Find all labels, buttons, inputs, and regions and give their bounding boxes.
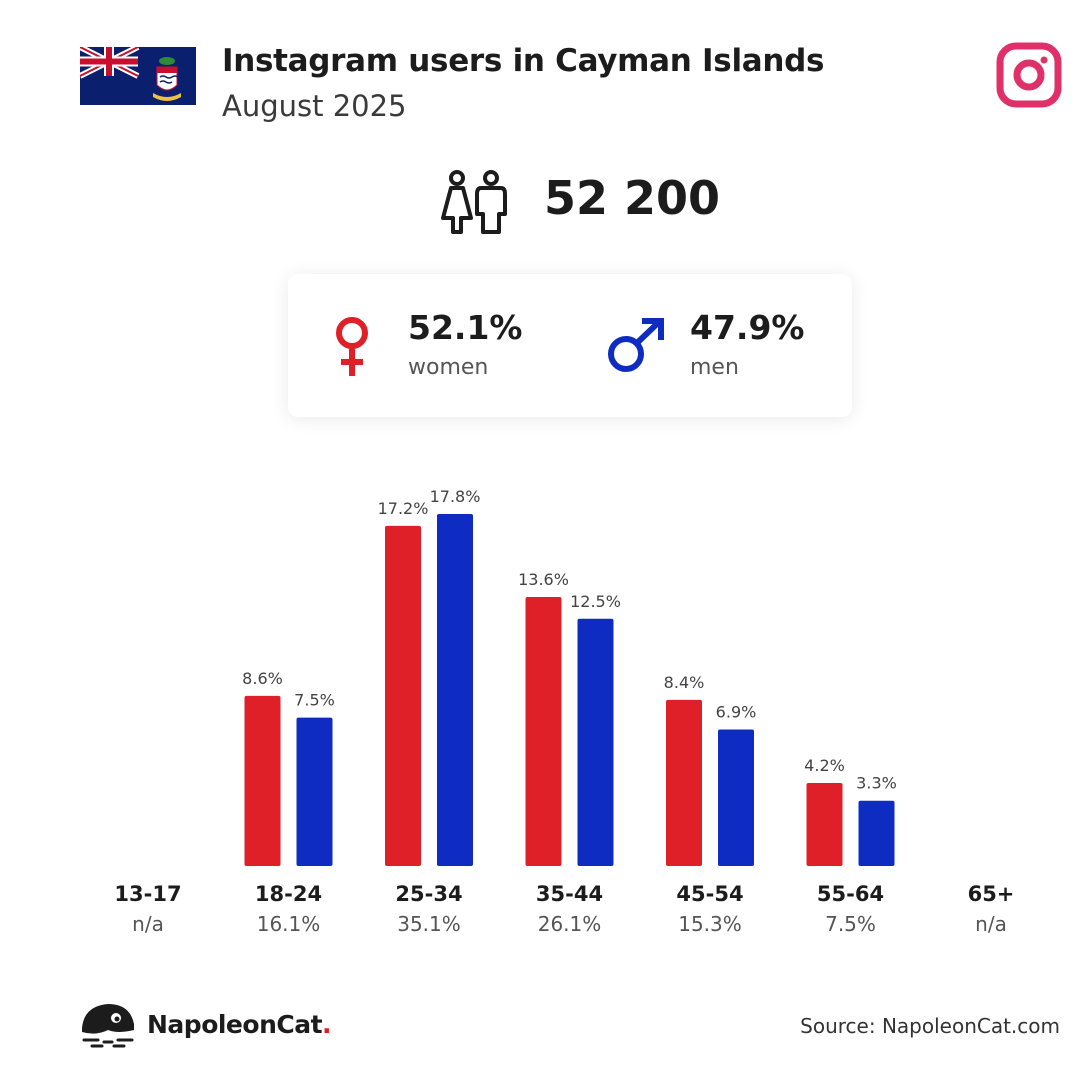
women-percentage: 52.1% bbox=[408, 308, 523, 347]
bar-value-label: 12.5% bbox=[570, 592, 621, 611]
category-25-34: 25-34 35.1% bbox=[359, 882, 499, 936]
category-total: 35.1% bbox=[397, 912, 461, 936]
category-total: 26.1% bbox=[537, 912, 602, 936]
bar-value-label: 8.6% bbox=[242, 669, 283, 688]
brand-name: NapoleonCat. bbox=[147, 1010, 332, 1039]
category-total: 7.5% bbox=[825, 912, 876, 936]
bar-25-34-women bbox=[385, 525, 421, 866]
category-total: 15.3% bbox=[678, 912, 742, 936]
male-symbol-icon bbox=[604, 316, 666, 376]
men-percentage: 47.9% bbox=[690, 308, 805, 347]
chart-plot-area: 8.6% 7.5% 17.2%17.8% 13.6%12.5% 8.4% 6.9% 4.2%… bbox=[242, 487, 897, 866]
bar-25-34-men bbox=[437, 514, 473, 866]
female-symbol-icon bbox=[332, 316, 372, 378]
category-55-64: 55-64 7.5% bbox=[781, 882, 921, 936]
bar-value-label: 7.5% bbox=[294, 691, 335, 710]
category-65+: 65+ n/a bbox=[921, 882, 1061, 936]
bar-55-64-women bbox=[806, 782, 843, 866]
age-gender-bar-chart: 8.6% 7.5% 17.2% 17.8% 13.6% 12.5% 8.4% 6.9% 4.2%… bbox=[0, 470, 1080, 950]
gender-card bbox=[288, 274, 852, 417]
bar-35-44-women bbox=[525, 597, 562, 866]
men-label: men bbox=[690, 355, 739, 380]
bar-35-44-men bbox=[577, 618, 614, 866]
category-name: 45-54 bbox=[676, 882, 744, 906]
bar-value-label: 4.2% bbox=[804, 756, 845, 775]
bar-18-24-men bbox=[296, 717, 333, 866]
category-name: 13-17 bbox=[114, 882, 182, 906]
category-13-17: 13-17 n/a bbox=[78, 882, 218, 936]
women-label: women bbox=[408, 355, 489, 380]
page-subtitle: August 2025 bbox=[222, 89, 407, 123]
category-name: 25-34 bbox=[395, 882, 463, 906]
bar-value-label: 17.2% bbox=[378, 499, 429, 518]
bar-18-24-women bbox=[244, 695, 281, 866]
bar-value-label: 8.4% bbox=[664, 673, 705, 692]
bar-45-54-men bbox=[718, 729, 754, 866]
bar-55-64-men bbox=[858, 800, 895, 866]
bar-value-label: 3.3% bbox=[856, 774, 897, 793]
category-name: 35-44 bbox=[535, 882, 604, 906]
bar-value-label: 17.8% bbox=[430, 487, 481, 506]
users-icon bbox=[437, 168, 511, 236]
total-users-value: 52 200 bbox=[544, 171, 721, 225]
category-45-54: 45-54 15.3% bbox=[640, 882, 780, 936]
napoleoncat-logo-icon bbox=[78, 1000, 138, 1052]
category-name: 65+ bbox=[967, 882, 1015, 906]
category-total: 16.1% bbox=[256, 912, 321, 936]
instagram-logo-icon bbox=[996, 42, 1062, 108]
bar-45-54-women bbox=[666, 699, 702, 866]
category-total: n/a bbox=[132, 912, 164, 936]
category-total: n/a bbox=[975, 912, 1007, 936]
category-name: 18-24 bbox=[254, 882, 323, 906]
source-note: Source: NapoleonCat.com bbox=[800, 1014, 1060, 1038]
category-18-24: 18-24 16.1% bbox=[219, 882, 359, 936]
bar-value-label: 13.6% bbox=[518, 570, 569, 589]
page-title: Instagram users in Cayman Islands bbox=[222, 43, 825, 79]
brand-name-text: NapoleonCat bbox=[147, 1010, 323, 1039]
category-35-44: 35-44 26.1% bbox=[500, 882, 640, 936]
brand-dot: . bbox=[322, 1010, 332, 1039]
cayman-islands-flag-icon bbox=[78, 44, 196, 105]
category-name: 55-64 bbox=[816, 882, 885, 906]
bar-value-label: 6.9% bbox=[716, 703, 757, 722]
